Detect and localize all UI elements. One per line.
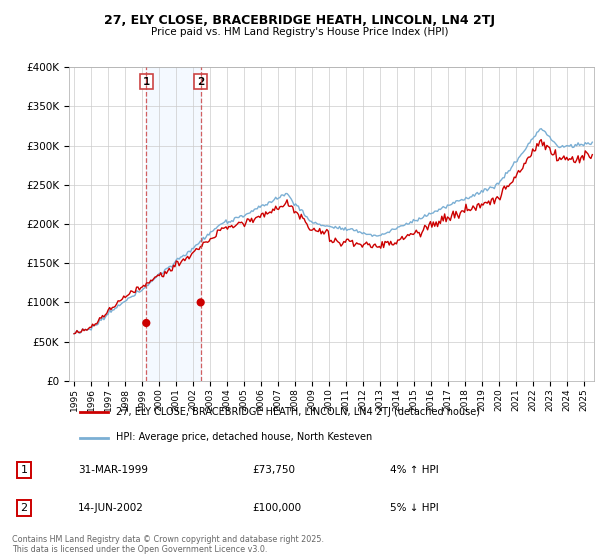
Bar — [146, 67, 200, 381]
Text: Price paid vs. HM Land Registry's House Price Index (HPI): Price paid vs. HM Land Registry's House … — [151, 27, 449, 37]
Text: 2: 2 — [197, 77, 204, 87]
Point — [196, 298, 205, 307]
Text: £73,750: £73,750 — [252, 465, 295, 475]
Text: 31-MAR-1999: 31-MAR-1999 — [78, 465, 148, 475]
Text: 1: 1 — [20, 465, 28, 475]
Text: 1: 1 — [143, 77, 150, 87]
Text: 27, ELY CLOSE, BRACEBRIDGE HEATH, LINCOLN, LN4 2TJ: 27, ELY CLOSE, BRACEBRIDGE HEATH, LINCOL… — [104, 14, 496, 27]
Text: 4% ↑ HPI: 4% ↑ HPI — [390, 465, 439, 475]
Point — [142, 319, 151, 328]
Text: 2: 2 — [20, 503, 28, 513]
Text: 27, ELY CLOSE, BRACEBRIDGE HEATH, LINCOLN, LN4 2TJ (detached house): 27, ELY CLOSE, BRACEBRIDGE HEATH, LINCOL… — [116, 408, 480, 418]
Text: 14-JUN-2002: 14-JUN-2002 — [78, 503, 144, 513]
Text: Contains HM Land Registry data © Crown copyright and database right 2025.
This d: Contains HM Land Registry data © Crown c… — [12, 535, 324, 554]
Text: HPI: Average price, detached house, North Kesteven: HPI: Average price, detached house, Nort… — [116, 432, 373, 442]
Text: 5% ↓ HPI: 5% ↓ HPI — [390, 503, 439, 513]
Text: £100,000: £100,000 — [252, 503, 301, 513]
